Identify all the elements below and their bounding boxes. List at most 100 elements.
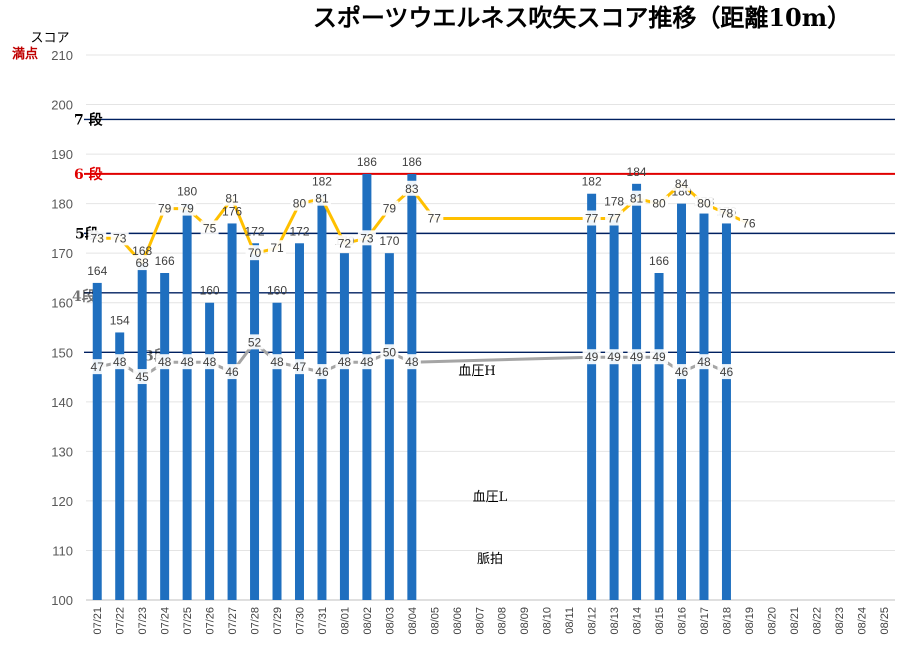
rank-lines: 7 段6 段5段4段3段 (72, 111, 895, 364)
line-value-label: 48 (338, 355, 352, 369)
bar-value-label: 180 (177, 185, 197, 199)
score-bar (250, 243, 260, 601)
line-value-label: 81 (315, 192, 329, 206)
score-bar (677, 203, 687, 601)
score-bar (654, 273, 664, 600)
x-tick-label: 08/01 (339, 607, 351, 635)
x-tick-label: 08/19 (744, 607, 756, 635)
line-value-label: 77 (428, 212, 442, 226)
score-bar (205, 302, 215, 600)
data-label-bg (650, 195, 669, 211)
x-tick-label: 08/07 (474, 607, 486, 635)
full-score-label: 満点 (12, 46, 38, 62)
data-label-bg (133, 255, 152, 271)
bar-value-label: 154 (110, 313, 130, 327)
data-label-bg (335, 354, 354, 370)
y-tick-label: 160 (51, 296, 73, 311)
score-bar (182, 203, 192, 601)
data-label-bg (672, 175, 691, 191)
line-value-label: 46 (720, 365, 734, 379)
line-value-label: 80 (652, 197, 666, 211)
data-label-bg (223, 190, 242, 206)
line-value-label: 84 (675, 177, 689, 191)
data-label-bg (605, 349, 624, 365)
x-tick-label: 08/17 (699, 607, 711, 635)
x-tick-label: 07/23 (137, 607, 149, 635)
data-labels: 1641541681661801601761721601721821701861… (87, 155, 758, 567)
line-value-label: 52 (248, 335, 262, 349)
score-bar (384, 253, 394, 600)
line-value-label: 47 (91, 360, 105, 374)
line-value-label: 79 (158, 202, 172, 216)
score-bar (115, 332, 125, 600)
y-tick-label: 190 (51, 147, 73, 162)
data-label-bg (582, 210, 601, 226)
data-label-bg (245, 334, 264, 350)
bar-value-label: 178 (604, 195, 624, 209)
line-value-label: 49 (585, 350, 599, 364)
series-name-label: 血圧L (473, 490, 508, 505)
line-value-label: 47 (293, 360, 307, 374)
x-tick-label: 07/30 (294, 607, 306, 635)
x-tick-label: 08/14 (632, 607, 644, 635)
bar-value-label: 166 (155, 254, 175, 268)
data-label-bg (717, 364, 736, 380)
line-value-label: 46 (675, 365, 689, 379)
line-value-label: 80 (697, 197, 711, 211)
score-bar (137, 263, 147, 600)
y-axis-ticks: 100 110 120 130 140 150 160 170 180 190 200 210 (51, 48, 73, 608)
bar-value-label: 182 (582, 175, 602, 189)
line-value-label: 48 (360, 355, 374, 369)
data-label-bg (110, 354, 129, 370)
line-value-label: 49 (630, 350, 644, 364)
x-tick-label: 08/25 (879, 607, 891, 635)
x-tick-label: 07/26 (205, 607, 217, 635)
x-tick-label: 08/04 (407, 607, 419, 635)
data-label-bg (133, 369, 152, 385)
line-value-label: 73 (360, 231, 374, 245)
line-value-label: 77 (585, 212, 599, 226)
x-tick-label: 08/09 (519, 607, 531, 635)
x-tick-label: 08/20 (766, 607, 778, 635)
line-value-label: 72 (338, 236, 352, 250)
line-value-label: 81 (225, 192, 239, 206)
data-label-bg (155, 354, 174, 370)
line-value-label: 81 (630, 192, 644, 206)
line-value-label: 75 (203, 221, 217, 235)
score-bar (609, 213, 619, 600)
line-value-label: 50 (383, 345, 397, 359)
bar-value-label: 170 (379, 234, 399, 248)
score-bar (294, 243, 304, 601)
bar-value-label: 172 (289, 224, 309, 238)
data-label-bg (312, 364, 331, 380)
data-label-bg (88, 359, 107, 375)
data-label-bg (155, 200, 174, 216)
score-bar (699, 213, 709, 600)
bar-value-label: 172 (245, 224, 265, 238)
y-tick-label: 110 (52, 543, 73, 558)
series-name-label: 脈拍 (477, 552, 503, 567)
x-tick-label: 07/29 (272, 607, 284, 635)
line-value-label: 80 (293, 197, 307, 211)
bar-value-label: 182 (312, 175, 332, 189)
data-label-bg (312, 190, 331, 206)
line-value-label: 76 (742, 216, 756, 230)
data-label-bg (268, 354, 287, 370)
rank-label: 6 段 (74, 166, 103, 183)
data-label-bg (200, 220, 219, 236)
rank-label: 4段 (72, 288, 96, 305)
line-value-label: 79 (383, 202, 397, 216)
x-tick-label: 07/22 (115, 607, 127, 635)
line-value-label: 49 (607, 350, 621, 364)
data-label-bg (694, 354, 713, 370)
rank-label: 7 段 (74, 111, 103, 128)
y-tick-label: 150 (51, 345, 73, 360)
x-tick-label: 08/23 (834, 607, 846, 635)
data-label-bg (380, 344, 399, 360)
data-label-bg (245, 245, 264, 261)
data-label-bg (223, 364, 242, 380)
score-bar (160, 273, 170, 600)
bar-value-label: 160 (200, 284, 220, 298)
line-value-label: 48 (158, 355, 172, 369)
